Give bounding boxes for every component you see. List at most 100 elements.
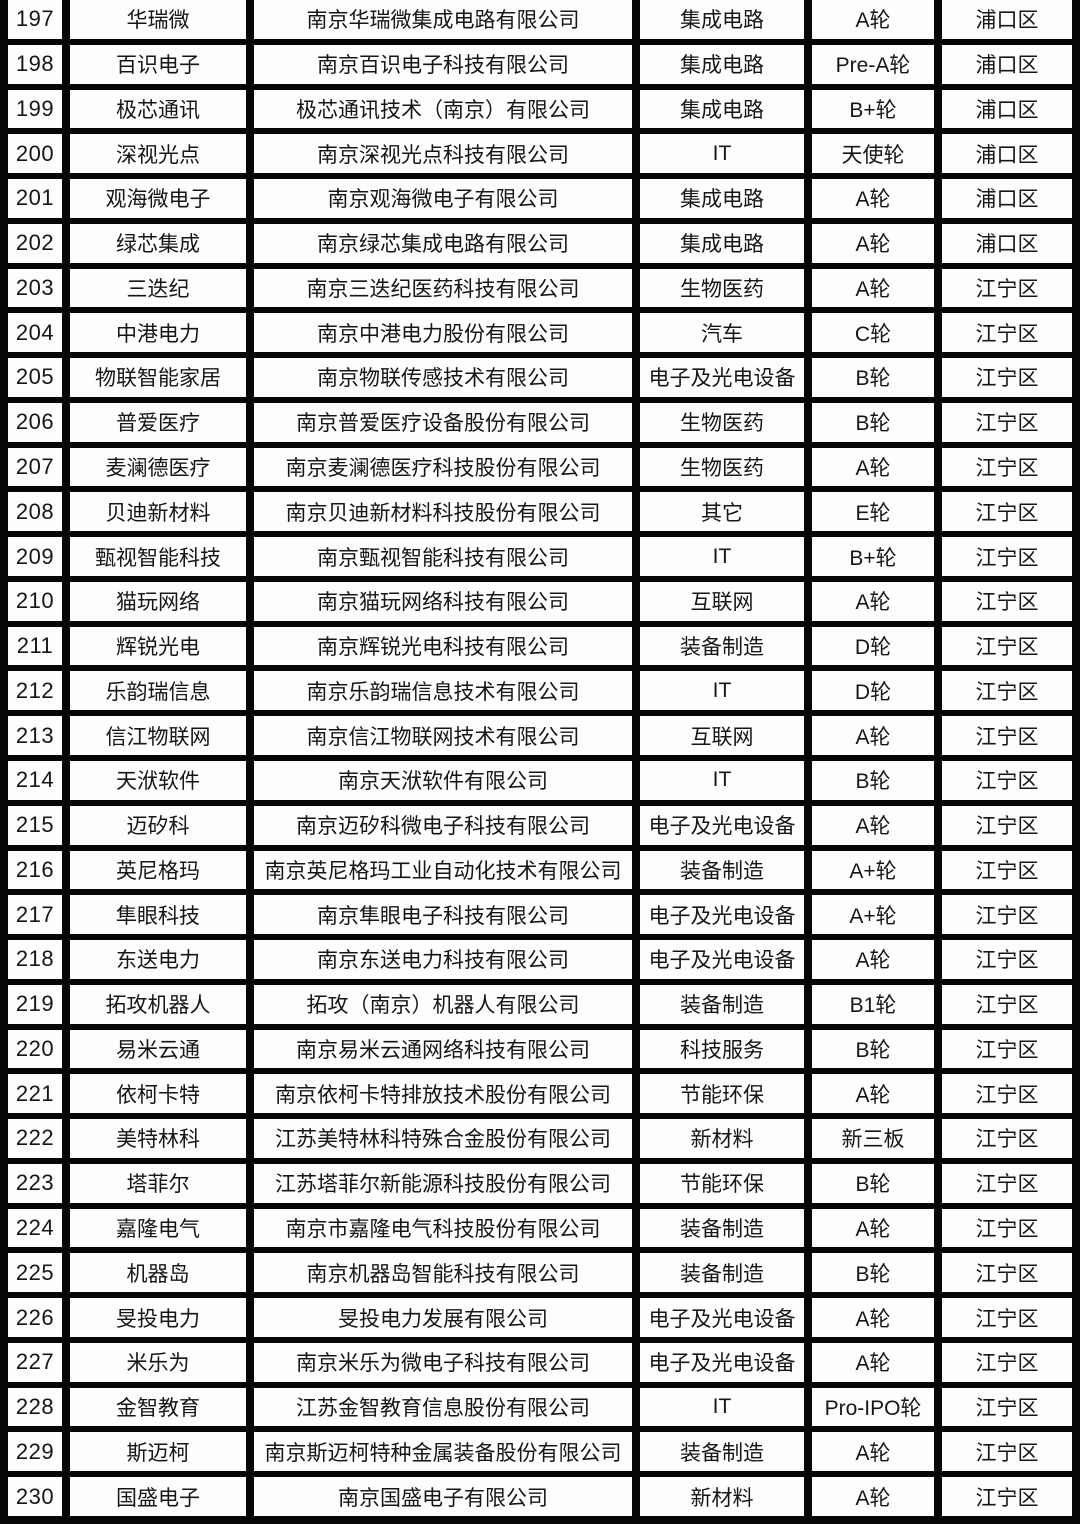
company-short-name-cell: 机器岛 xyxy=(70,1253,246,1293)
district-cell: 江宁区 xyxy=(942,358,1072,397)
funding-round-cell: B+轮 xyxy=(812,537,934,576)
industry-cell: 生物医药 xyxy=(640,402,804,442)
funding-round-cell: B轮 xyxy=(812,358,934,397)
industry-cell: IT xyxy=(640,760,804,800)
company-full-name-cell: 南京三迭纪医药科技有限公司 xyxy=(254,268,632,308)
company-short-name-cell: 中港电力 xyxy=(70,313,246,353)
industry-cell: IT xyxy=(640,671,804,711)
district-cell: 浦口区 xyxy=(942,223,1072,263)
industry-cell: IT xyxy=(640,537,804,576)
row-number-cell: 227 xyxy=(8,1342,62,1382)
industry-cell: 装备制造 xyxy=(640,1208,804,1248)
company-short-name-cell: 三迭纪 xyxy=(70,268,246,308)
row-number-cell: 223 xyxy=(8,1163,62,1203)
industry-cell: 集成电路 xyxy=(640,0,804,39)
district-cell: 江宁区 xyxy=(942,895,1072,935)
row-number-cell: 217 xyxy=(8,895,62,935)
industry-cell: 装备制造 xyxy=(640,850,804,890)
row-number-cell: 200 xyxy=(8,134,62,174)
company-short-name-cell: 隼眼科技 xyxy=(70,895,246,935)
funding-round-cell: C轮 xyxy=(812,313,934,353)
funding-round-cell: 天使轮 xyxy=(812,134,934,174)
company-full-name-cell: 南京斯迈柯特种金属装备股份有限公司 xyxy=(254,1432,632,1472)
funding-round-cell: A轮 xyxy=(812,1298,934,1337)
funding-round-cell: B1轮 xyxy=(812,984,934,1024)
industry-cell: 汽车 xyxy=(640,313,804,353)
company-full-name-cell: 南京中港电力股份有限公司 xyxy=(254,313,632,353)
company-full-name-cell: 江苏金智教育信息股份有限公司 xyxy=(254,1387,632,1427)
district-cell: 江宁区 xyxy=(942,1029,1072,1069)
company-short-name-cell: 东送电力 xyxy=(70,940,246,979)
company-full-name-cell: 南京辉锐光电科技有限公司 xyxy=(254,626,632,666)
company-full-name-cell: 南京麦澜德医疗科技股份有限公司 xyxy=(254,447,632,487)
company-short-name-cell: 绿芯集成 xyxy=(70,223,246,263)
district-cell: 江宁区 xyxy=(942,581,1072,621)
company-short-name-cell: 乐韵瑞信息 xyxy=(70,671,246,711)
district-cell: 江宁区 xyxy=(942,1387,1072,1427)
company-full-name-cell: 南京依柯卡特排放技术股份有限公司 xyxy=(254,1074,632,1114)
company-full-name-cell: 南京乐韵瑞信息技术有限公司 xyxy=(254,671,632,711)
industry-cell: 集成电路 xyxy=(640,44,804,84)
row-number-cell: 201 xyxy=(8,179,62,218)
company-short-name-cell: 嘉隆电气 xyxy=(70,1208,246,1248)
company-full-name-cell: 南京普爱医疗设备股份有限公司 xyxy=(254,402,632,442)
funding-round-cell: A轮 xyxy=(812,223,934,263)
district-cell: 浦口区 xyxy=(942,89,1072,129)
industry-cell: IT xyxy=(640,134,804,174)
industry-cell: 节能环保 xyxy=(640,1074,804,1114)
district-cell: 江宁区 xyxy=(942,1208,1072,1248)
industry-cell: 集成电路 xyxy=(640,223,804,263)
company-short-name-cell: 猫玩网络 xyxy=(70,581,246,621)
row-number-cell: 230 xyxy=(8,1477,62,1516)
funding-round-cell: B轮 xyxy=(812,760,934,800)
industry-cell: 节能环保 xyxy=(640,1163,804,1203)
funding-round-cell: A轮 xyxy=(812,447,934,487)
industry-cell: 互联网 xyxy=(640,716,804,755)
row-number-cell: 213 xyxy=(8,716,62,755)
district-cell: 江宁区 xyxy=(942,760,1072,800)
industry-cell: 电子及光电设备 xyxy=(640,805,804,845)
row-number-cell: 199 xyxy=(8,89,62,129)
district-cell: 浦口区 xyxy=(942,179,1072,218)
company-short-name-cell: 百识电子 xyxy=(70,44,246,84)
industry-cell: 新材料 xyxy=(640,1119,804,1158)
funding-round-cell: D轮 xyxy=(812,671,934,711)
company-full-name-cell: 南京机器岛智能科技有限公司 xyxy=(254,1253,632,1293)
industry-cell: 装备制造 xyxy=(640,1432,804,1472)
company-full-name-cell: 拓攻（南京）机器人有限公司 xyxy=(254,984,632,1024)
row-number-cell: 215 xyxy=(8,805,62,845)
row-number-cell: 229 xyxy=(8,1432,62,1472)
district-cell: 江宁区 xyxy=(942,626,1072,666)
company-full-name-cell: 南京市嘉隆电气科技股份有限公司 xyxy=(254,1208,632,1248)
district-cell: 江宁区 xyxy=(942,447,1072,487)
funding-round-cell: A+轮 xyxy=(812,895,934,935)
district-cell: 江宁区 xyxy=(942,313,1072,353)
industry-cell: 科技服务 xyxy=(640,1029,804,1069)
funding-round-cell: Pre-A轮 xyxy=(812,44,934,84)
company-short-name-cell: 观海微电子 xyxy=(70,179,246,218)
company-short-name-cell: 米乐为 xyxy=(70,1342,246,1382)
row-number-cell: 205 xyxy=(8,358,62,397)
company-short-name-cell: 国盛电子 xyxy=(70,1477,246,1516)
funding-round-cell: A轮 xyxy=(812,1074,934,1114)
funding-round-cell: A轮 xyxy=(812,716,934,755)
company-short-name-cell: 英尼格玛 xyxy=(70,850,246,890)
company-full-name-cell: 江苏塔菲尔新能源科技股份有限公司 xyxy=(254,1163,632,1203)
company-full-name-cell: 南京甄视智能科技有限公司 xyxy=(254,537,632,576)
funding-round-cell: A轮 xyxy=(812,1208,934,1248)
company-full-name-cell: 南京观海微电子有限公司 xyxy=(254,179,632,218)
company-full-name-cell: 极芯通讯技术（南京）有限公司 xyxy=(254,89,632,129)
company-short-name-cell: 美特林科 xyxy=(70,1119,246,1158)
company-full-name-cell: 南京天洑软件有限公司 xyxy=(254,760,632,800)
company-full-name-cell: 南京华瑞微集成电路有限公司 xyxy=(254,0,632,39)
row-number-cell: 204 xyxy=(8,313,62,353)
funding-round-cell: D轮 xyxy=(812,626,934,666)
district-cell: 浦口区 xyxy=(942,134,1072,174)
industry-cell: 装备制造 xyxy=(640,626,804,666)
funding-round-cell: A轮 xyxy=(812,805,934,845)
district-cell: 江宁区 xyxy=(942,1253,1072,1293)
district-cell: 江宁区 xyxy=(942,1074,1072,1114)
row-number-cell: 209 xyxy=(8,537,62,576)
industry-cell: 生物医药 xyxy=(640,268,804,308)
